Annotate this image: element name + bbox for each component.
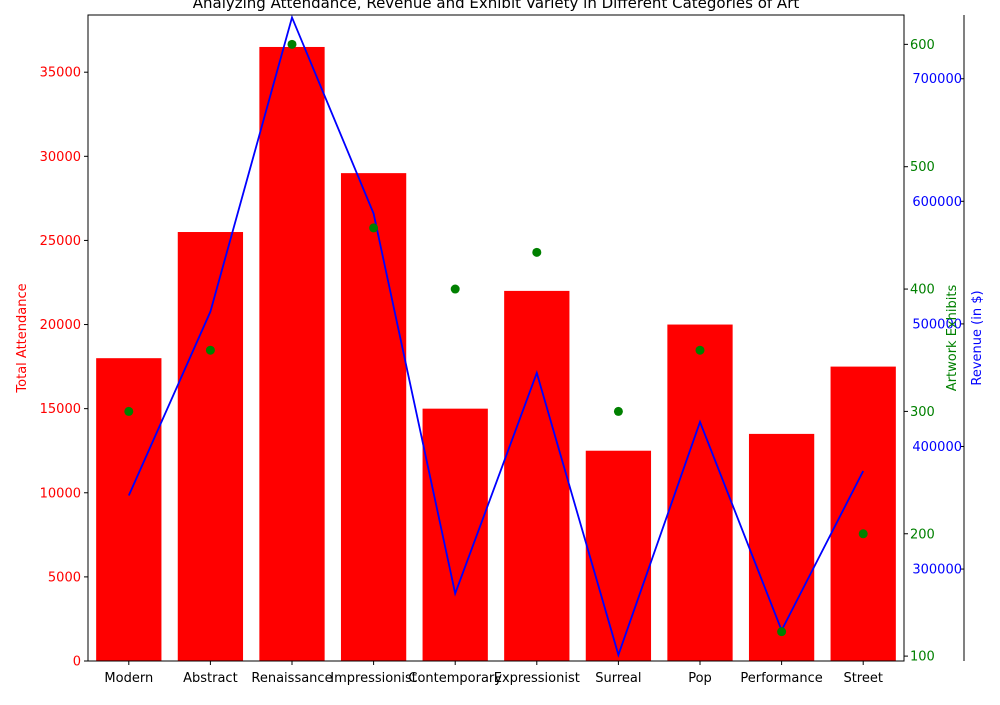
y-tick-label-attendance: 10000 [40, 486, 81, 501]
attendance-bar [96, 358, 162, 661]
plot-border [87, 14, 905, 662]
exhibit-point [124, 406, 134, 416]
y-tick-label-exhibits: 100 [910, 650, 935, 665]
x-tick-label: Modern [104, 671, 153, 686]
exhibit-point [777, 627, 787, 637]
y-axis-revenue-label: Revenue (in $) [970, 290, 985, 385]
exhibit-point [695, 345, 705, 355]
x-tick-label: Surreal [595, 671, 641, 686]
y-tick-label-attendance: 35000 [40, 66, 81, 81]
exhibit-point [369, 223, 379, 233]
exhibit-points-group [124, 39, 868, 637]
attendance-bar [585, 450, 652, 661]
attendance-bar [422, 408, 488, 661]
plot-frame [87, 14, 965, 662]
exhibit-point [858, 529, 868, 539]
bar-group [96, 46, 896, 661]
y-tick-label-attendance: 5000 [48, 570, 81, 585]
x-tick-label: Renaissance [251, 671, 332, 686]
y-tick-label-exhibits: 500 [910, 160, 935, 175]
x-tick-label: Performance [740, 671, 822, 686]
y-axis-attendance: 0 5000 10000 15000 20000 25000 30000 35000 [40, 66, 88, 670]
attendance-bar [259, 46, 325, 661]
y-tick-label-exhibits: 300 [910, 405, 935, 420]
y-tick-label-exhibits: 400 [910, 283, 935, 298]
y-axis-revenue: 300000 400000 500000 600000 700000 [912, 72, 964, 578]
y-tick-label-revenue: 400000 [912, 440, 962, 455]
x-tick-label: Street [843, 671, 883, 686]
y-tick-label-revenue: 300000 [912, 563, 962, 578]
y-axis-exhibits-label: Artwork Exhibits [945, 285, 960, 392]
attendance-bar [340, 173, 407, 661]
y-tick-label-attendance: 15000 [40, 402, 81, 417]
chart-title: Analyzing Attendance, Revenue and Exhibi… [193, 0, 800, 12]
attendance-bar [177, 232, 244, 661]
attendance-bar [504, 290, 570, 661]
x-tick-label: Pop [688, 671, 712, 686]
x-tick-label: Contemporary [408, 671, 502, 686]
y-axis-exhibits: 100 200 300 400 500 600 [904, 38, 935, 665]
attendance-bar [748, 433, 815, 661]
y-tick-label-revenue: 500000 [912, 317, 962, 332]
exhibit-point [287, 39, 297, 49]
exhibit-point [205, 345, 215, 355]
revenue-line-group [127, 14, 865, 658]
exhibit-point [532, 247, 542, 257]
x-tick-label: Impressionist [330, 671, 417, 686]
x-tick-label: Expressionist [494, 671, 580, 686]
x-tick-label: Abstract [183, 671, 238, 686]
attendance-bar [667, 324, 733, 661]
revenue-line [127, 14, 865, 658]
y-tick-label-attendance: 30000 [40, 150, 81, 165]
exhibit-point [450, 284, 460, 294]
y-tick-label-attendance: 25000 [40, 234, 81, 249]
y-tick-label-exhibits: 200 [910, 527, 935, 542]
x-axis: Modern Abstract RenaissanceImpressionistCo… [104, 661, 883, 686]
y-tick-label-attendance: 20000 [40, 318, 81, 333]
y-tick-label-revenue: 600000 [912, 195, 962, 210]
y-axis-attendance-label: Total Attendance [15, 283, 30, 393]
exhibit-point [613, 406, 623, 416]
y-tick-label-attendance: 0 [73, 655, 81, 670]
y-tick-label-exhibits: 600 [910, 38, 935, 53]
y-tick-label-revenue: 700000 [912, 72, 962, 87]
